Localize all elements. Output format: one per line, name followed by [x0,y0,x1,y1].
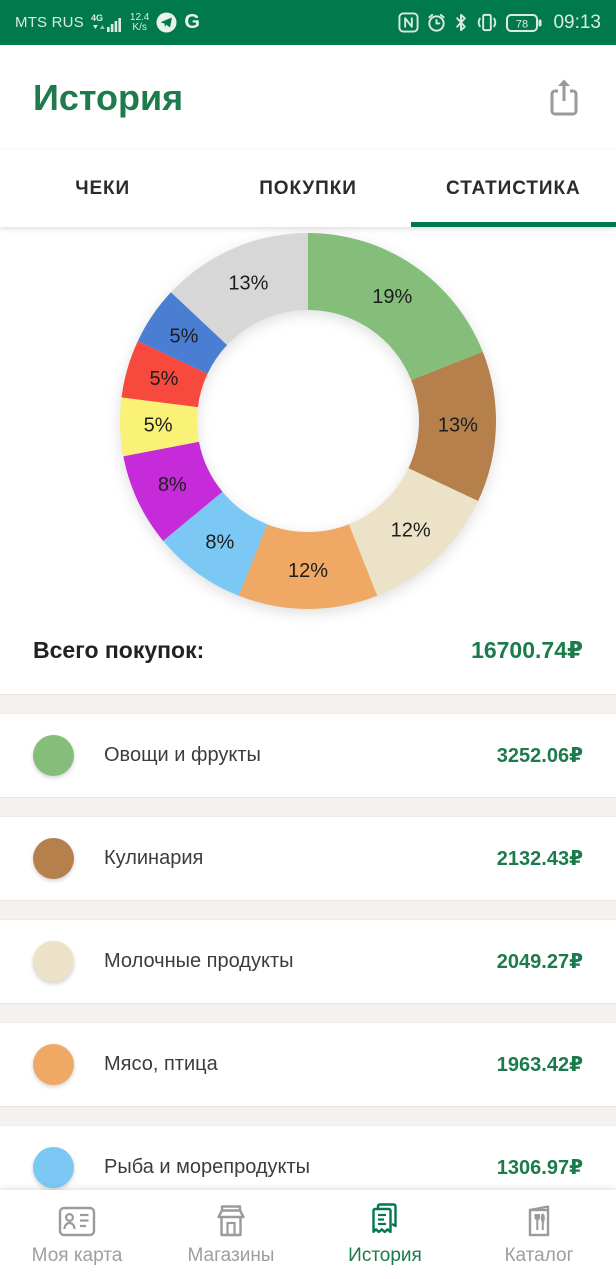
divider [0,797,616,817]
clock-time: 09:13 [553,11,601,33]
bluetooth-icon [454,12,468,33]
bottom-nav: Моя карта Магазины [0,1190,616,1279]
donut-segment [163,491,268,596]
donut-segment [408,351,496,502]
donut-segment-label: 8% [205,531,234,553]
tab-pokupki[interactable]: ПОКУПКИ [205,150,410,227]
total-row: Всего покупок: 16700.74₽ [0,613,616,694]
category-amount: 2132.43₽ [496,848,583,870]
list-item[interactable]: Кулинария 2132.43₽ [0,817,616,900]
donut-chart: 19% 13% 12% 12% 8% 8% 5% 5% 5% 13% [119,233,496,609]
donut-segment [119,397,199,457]
donut-segment [123,441,223,541]
nav-item-my-card[interactable]: Моя карта [0,1190,154,1279]
category-name: Молочные продукты [104,950,294,972]
category-color-dot [33,941,74,982]
category-name: Рыба и морепродукты [104,1156,311,1178]
nfc-icon [398,12,419,33]
status-bar: MTS RUS 4G 12.4 K/s G [0,0,616,45]
receipt-icon [363,1202,407,1242]
total-value: 16700.74₽ [471,637,583,663]
category-amount: 3252.06₽ [496,745,583,767]
svg-text:78: 78 [516,18,528,30]
share-icon [545,77,583,119]
donut-segment [170,233,308,346]
nav-item-stores[interactable]: Магазины [154,1190,308,1279]
divider [0,900,616,920]
nav-item-catalog[interactable]: Каталог [462,1190,616,1279]
divider [0,1106,616,1126]
tab-statistika[interactable]: СТАТИСТИКА [410,150,616,227]
donut-segment-label: 5% [144,415,173,437]
google-icon: G [184,11,200,33]
nav-item-history[interactable]: История [308,1190,462,1279]
donut-segment [308,233,483,381]
page-title: История [33,76,184,118]
donut-segment-label: 13% [438,415,478,437]
donut-segment [238,524,378,609]
donut-segment-label: 13% [228,272,268,294]
category-color-dot [33,1147,74,1188]
card-icon [55,1202,99,1242]
carrier-label: MTS RUS [15,14,84,31]
category-color-dot [33,1044,74,1085]
category-name: Мясо, птица [104,1053,218,1075]
catalog-icon [517,1202,561,1242]
nav-label: Каталог [504,1245,574,1266]
network-speed: 12.4 K/s [129,11,150,33]
donut-segment [348,468,479,596]
nav-label: Магазины [187,1245,275,1266]
tab-bar: ЧЕКИ ПОКУПКИ СТАТИСТИКА [0,150,616,227]
tab-cheki[interactable]: ЧЕКИ [0,150,205,227]
total-label: Всего покупок: [33,637,205,663]
svg-text:4G: 4G [91,13,103,23]
donut-segment-label: 5% [150,368,179,390]
donut-segment-label: 19% [372,286,412,308]
donut-segment-label: 12% [391,519,431,541]
donut-segment-label: 12% [288,560,328,582]
telegram-icon [156,12,177,33]
divider [0,1003,616,1023]
header: История [0,45,616,150]
battery-icon: 78 [506,13,543,33]
share-button[interactable] [545,77,583,119]
chart-section: 19% 13% 12% 12% 8% 8% 5% 5% 5% 13% [0,227,616,613]
category-amount: 1306.97₽ [496,1157,583,1179]
alarm-icon [426,12,447,33]
vibrate-icon [475,12,499,33]
category-color-dot [33,735,74,776]
donut-segment-label: 8% [158,474,187,496]
nav-label: История [348,1245,422,1266]
category-amount: 1963.42₽ [496,1054,583,1076]
signal-bars-icon: 4G [91,11,123,35]
donut-segment [137,292,228,374]
list-item[interactable]: Молочные продукты 2049.27₽ [0,920,616,1003]
store-icon [209,1202,253,1242]
list-item[interactable]: Овощи и фрукты 3252.06₽ [0,714,616,797]
donut-segment [121,340,208,408]
list-item[interactable]: Мясо, птица 1963.42₽ [0,1023,616,1106]
category-amount: 2049.27₽ [496,951,583,973]
divider [0,694,616,714]
category-name: Овощи и фрукты [104,744,261,766]
category-name: Кулинария [104,847,204,869]
donut-segment-label: 5% [169,326,198,348]
category-color-dot [33,838,74,879]
nav-label: Моя карта [31,1245,123,1266]
